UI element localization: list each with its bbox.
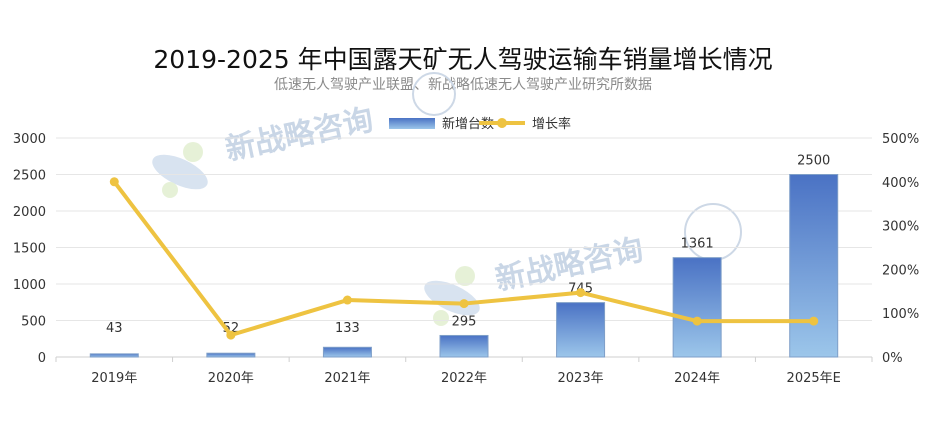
growth-rate-point <box>809 316 819 326</box>
y-left-tick-label: 3000 <box>13 132 46 147</box>
bar <box>206 352 256 358</box>
bar <box>439 334 489 358</box>
growth-rate-point <box>109 177 119 187</box>
watermark-text-1: 新战略咨询 <box>222 102 376 167</box>
growth-rate-point <box>226 330 236 340</box>
x-tick-label: 2019年 <box>91 371 137 386</box>
y-left-tick-label: 2000 <box>13 205 46 220</box>
x-tick-label: 2021年 <box>324 371 370 386</box>
growth-rate-point <box>692 316 702 326</box>
x-tick-label: 2020年 <box>208 371 254 386</box>
bar <box>556 302 606 358</box>
chart-title: 2019-2025 年中国露天矿无人驾驶运输车销量增长情况 <box>153 45 773 74</box>
y-left-tick-label: 500 <box>21 315 46 330</box>
y-right-tick-label: 100% <box>882 307 919 322</box>
growth-rate-point <box>342 295 352 305</box>
growth-rate-point <box>576 288 586 298</box>
watermark-logo-1 <box>152 142 208 198</box>
watermark-seal-1 <box>412 72 456 116</box>
bar <box>322 346 372 358</box>
y-right-tick-label: 300% <box>882 220 919 235</box>
data-label: 43 <box>106 321 123 336</box>
y-right-tick-label: 0% <box>882 351 903 366</box>
data-label: 295 <box>452 314 477 329</box>
y-right-tick-label: 200% <box>882 263 919 278</box>
data-label: 1361 <box>681 237 714 252</box>
legend-label-line: 增长率 <box>532 116 571 132</box>
bar <box>789 174 839 358</box>
y-right-tick-label: 400% <box>882 176 919 191</box>
y-left-tick-label: 2500 <box>13 169 46 184</box>
x-tick-label: 2025年E <box>787 371 841 386</box>
legend: 新增台数 增长率 <box>389 116 571 132</box>
chart-subtitle: 低速无人驾驶产业联盟、新战略低速无人驾驶产业研究所数据 <box>274 77 652 93</box>
y-right-tick-label: 500% <box>882 132 919 147</box>
legend-swatch-dot <box>497 118 507 128</box>
x-tick-label: 2024年 <box>674 371 720 386</box>
data-label: 133 <box>335 321 360 336</box>
growth-rate-point <box>459 299 469 309</box>
data-label: 2500 <box>797 154 830 169</box>
bar <box>672 257 722 358</box>
bar <box>89 353 139 358</box>
legend-label-bar: 新增台数 <box>442 116 494 132</box>
y-left-tick-label: 1500 <box>13 242 46 257</box>
y-left-tick-label: 1000 <box>13 278 46 293</box>
x-tick-label: 2022年 <box>441 371 487 386</box>
legend-swatch-bar <box>389 118 435 129</box>
y-left-tick-label: 0 <box>38 351 46 366</box>
x-tick-label: 2023年 <box>558 371 604 386</box>
